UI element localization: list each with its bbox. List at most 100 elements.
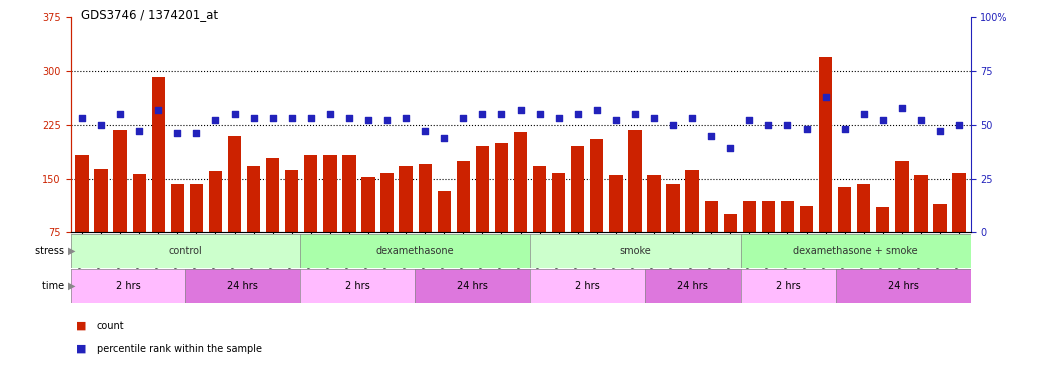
Text: percentile rank within the sample: percentile rank within the sample xyxy=(97,344,262,354)
Bar xyxy=(819,57,832,286)
Text: 24 hrs: 24 hrs xyxy=(458,281,488,291)
Point xyxy=(932,128,949,134)
Point xyxy=(951,122,967,128)
Point xyxy=(798,126,815,132)
Point xyxy=(360,118,377,124)
Text: 24 hrs: 24 hrs xyxy=(889,281,919,291)
Bar xyxy=(343,155,356,286)
Bar xyxy=(113,130,127,286)
Point xyxy=(169,130,186,136)
Point xyxy=(722,146,739,152)
Point xyxy=(245,115,262,121)
Text: stress: stress xyxy=(35,246,67,256)
Bar xyxy=(152,77,165,286)
Point xyxy=(493,111,510,117)
Text: 24 hrs: 24 hrs xyxy=(678,281,708,291)
Point xyxy=(855,111,872,117)
Point xyxy=(265,115,281,121)
Text: 24 hrs: 24 hrs xyxy=(227,281,258,291)
Bar xyxy=(457,161,470,286)
Point xyxy=(283,115,300,121)
Point xyxy=(589,107,605,113)
Text: smoke: smoke xyxy=(620,246,651,256)
Point xyxy=(912,118,929,124)
Text: 2 hrs: 2 hrs xyxy=(346,281,371,291)
Bar xyxy=(418,164,432,286)
Point xyxy=(112,111,129,117)
Point xyxy=(131,128,147,134)
Text: count: count xyxy=(97,321,125,331)
Text: dexamethasone + smoke: dexamethasone + smoke xyxy=(793,246,918,256)
Point xyxy=(74,115,90,121)
Point xyxy=(455,115,471,121)
Bar xyxy=(94,169,108,286)
Point xyxy=(474,111,491,117)
Point xyxy=(379,118,395,124)
Bar xyxy=(648,175,661,286)
Bar xyxy=(361,177,375,286)
Point xyxy=(302,115,319,121)
Bar xyxy=(400,166,413,286)
Bar xyxy=(705,202,718,286)
Bar xyxy=(609,175,623,286)
Text: control: control xyxy=(168,246,202,256)
Text: 2 hrs: 2 hrs xyxy=(575,281,600,291)
Text: ▶: ▶ xyxy=(67,281,75,291)
Bar xyxy=(552,173,566,286)
Bar xyxy=(514,132,527,286)
Point xyxy=(208,118,224,124)
Bar xyxy=(266,159,279,286)
Bar xyxy=(933,204,947,286)
Point xyxy=(550,115,567,121)
Text: ▶: ▶ xyxy=(67,246,75,256)
Bar xyxy=(800,206,813,286)
Point xyxy=(417,128,434,134)
Point xyxy=(627,111,644,117)
Point xyxy=(570,111,586,117)
Text: ■: ■ xyxy=(76,321,86,331)
Bar xyxy=(76,155,88,286)
Bar xyxy=(285,170,299,286)
Point xyxy=(703,132,719,139)
Bar xyxy=(895,161,908,286)
Point xyxy=(894,104,910,111)
Text: time: time xyxy=(43,281,67,291)
Bar xyxy=(591,139,603,286)
Bar xyxy=(571,146,584,286)
Bar xyxy=(438,192,450,286)
Bar xyxy=(762,202,775,286)
Point xyxy=(684,115,701,121)
Bar xyxy=(170,184,184,286)
Bar xyxy=(323,155,336,286)
Bar xyxy=(380,173,393,286)
Bar xyxy=(953,173,965,286)
Point xyxy=(322,111,338,117)
Point xyxy=(837,126,853,132)
Bar xyxy=(914,175,928,286)
Point xyxy=(741,118,758,124)
Point xyxy=(780,122,796,128)
Text: 2 hrs: 2 hrs xyxy=(776,281,801,291)
Bar xyxy=(628,130,641,286)
Point xyxy=(188,130,204,136)
Bar xyxy=(209,171,222,286)
Bar xyxy=(190,184,203,286)
Bar xyxy=(857,184,871,286)
Point xyxy=(875,118,892,124)
Point xyxy=(817,94,834,100)
Point xyxy=(149,107,166,113)
Bar xyxy=(838,187,851,286)
Bar xyxy=(475,146,489,286)
Text: dexamethasone: dexamethasone xyxy=(376,246,455,256)
Point xyxy=(436,135,453,141)
Bar xyxy=(247,166,261,286)
Bar xyxy=(723,214,737,286)
Point xyxy=(398,115,414,121)
Text: GDS3746 / 1374201_at: GDS3746 / 1374201_at xyxy=(81,8,218,21)
Point xyxy=(92,122,109,128)
Bar xyxy=(304,155,318,286)
Point xyxy=(340,115,357,121)
Text: ■: ■ xyxy=(76,344,86,354)
Point xyxy=(607,118,624,124)
Bar xyxy=(495,143,509,286)
